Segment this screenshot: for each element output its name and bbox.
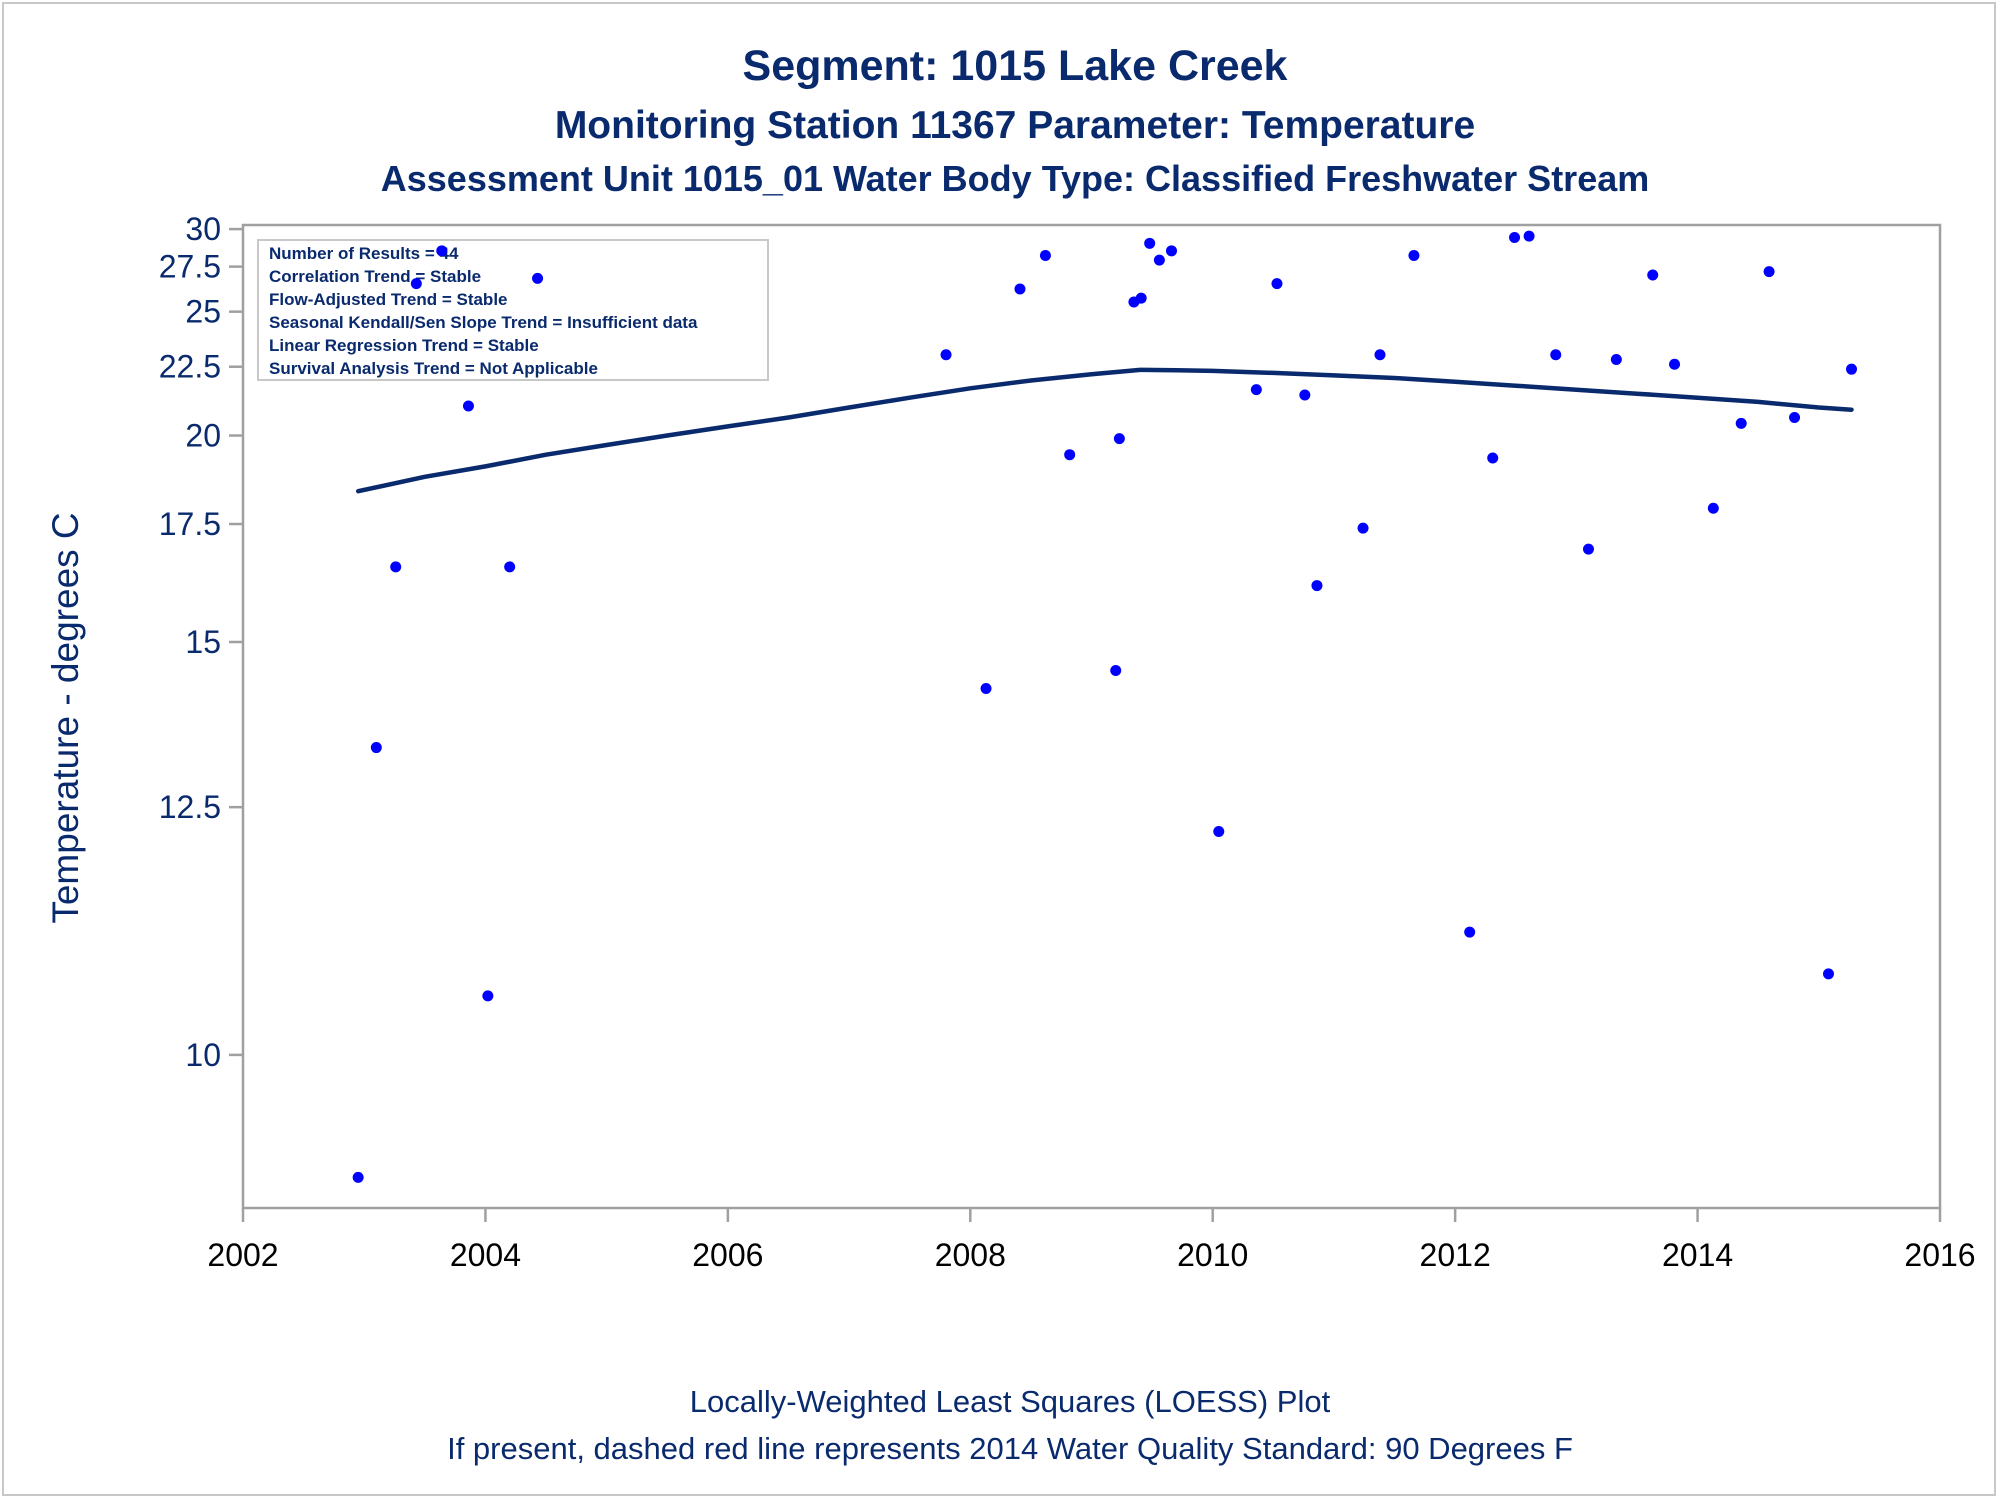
data-point: [1789, 412, 1801, 424]
chart-subtitle-assessment: Assessment Unit 1015_01 Water Body Type:…: [381, 158, 1650, 199]
data-point: [1846, 363, 1858, 375]
data-point: [980, 683, 992, 695]
loess-line: [355, 367, 1854, 494]
y-tick-label: 17.5: [159, 506, 221, 542]
data-point: [1707, 502, 1719, 514]
data-point: [532, 272, 544, 284]
x-axis: 2002 2004 2006 2008 2010 2012 2014 2016: [207, 1208, 1976, 1273]
data-point: [370, 742, 382, 754]
data-point: [1669, 358, 1681, 370]
y-axis-label: Temperature - degrees C: [45, 512, 86, 923]
trend-summary-line: Survival Analysis Trend = Not Applicable: [269, 359, 598, 378]
plot-area: [241, 223, 1942, 1210]
x-tick-label: 2004: [450, 1237, 521, 1273]
data-point: [1014, 283, 1026, 295]
data-point: [1763, 266, 1775, 278]
y-axis: 10 12.5 15 17.5 20 22.5 25 27.530: [159, 211, 243, 1073]
trend-summary-line: Seasonal Kendall/Sen Slope Trend = Insuf…: [269, 313, 698, 332]
x-tick-label: 2016: [1904, 1237, 1975, 1273]
data-point: [1311, 580, 1323, 592]
data-point: [1064, 449, 1076, 461]
trend-summary-line: Linear Regression Trend = Stable: [269, 336, 539, 355]
data-point: [1166, 245, 1178, 257]
x-tick-label: 2006: [692, 1237, 763, 1273]
chart-subtitle-station: Monitoring Station 11367 Parameter: Temp…: [555, 104, 1475, 147]
trend-summary-line: Number of Results = 44: [269, 244, 459, 263]
data-point: [1523, 230, 1535, 242]
trend-summary-line: Correlation Trend = Stable: [269, 267, 481, 286]
x-tick-label: 2010: [1177, 1237, 1248, 1273]
data-point: [1110, 664, 1122, 676]
x-tick-label: 2002: [207, 1237, 278, 1273]
data-point: [1464, 926, 1476, 938]
data-point: [940, 349, 952, 361]
x-tick-label: 2014: [1662, 1237, 1733, 1273]
data-point: [1610, 353, 1622, 365]
footnote-standard: If present, dashed red line represents 2…: [447, 1431, 1573, 1466]
trend-summary-border: [257, 239, 769, 381]
data-point: [1039, 249, 1051, 261]
x-tick-label: 2012: [1420, 1237, 1491, 1273]
data-point: [1357, 522, 1369, 534]
data-point: [1135, 292, 1147, 304]
x-tick-label: 2008: [935, 1237, 1006, 1273]
data-point: [1550, 349, 1562, 361]
data-point: [352, 1171, 364, 1183]
trend-summary-box: Number of Results = 44 Correlation Trend…: [257, 239, 769, 381]
data-point: [1487, 452, 1499, 464]
data-point: [1113, 433, 1125, 445]
y-tick-label: 30: [185, 211, 221, 247]
y-tick-label: 12.5: [159, 789, 221, 825]
data-points: [352, 230, 1858, 1183]
data-point: [410, 278, 422, 290]
data-point: [1374, 349, 1386, 361]
data-point: [1299, 389, 1311, 401]
y-tick-label: 22.5: [159, 349, 221, 385]
data-point: [1271, 278, 1283, 290]
data-point: [1647, 269, 1659, 281]
y-tick-label: 20: [185, 418, 221, 454]
data-point: [1408, 249, 1420, 261]
y-tick-label: 15: [185, 624, 221, 660]
data-point: [1509, 232, 1521, 244]
data-point: [1213, 826, 1225, 838]
data-point: [1822, 968, 1834, 980]
data-point: [1582, 543, 1594, 555]
y-tick-label: 25: [185, 294, 221, 330]
data-point: [436, 245, 448, 257]
y-tick-label: 10: [185, 1037, 221, 1073]
data-point: [390, 561, 402, 573]
chart-title: Segment: 1015 Lake Creek: [743, 42, 1288, 90]
data-point: [1735, 417, 1747, 429]
data-point: [1250, 384, 1262, 396]
trend-summary-line: Flow-Adjusted Trend = Stable: [269, 290, 508, 309]
data-point: [1144, 237, 1156, 249]
footnote-method: Locally-Weighted Least Squares (LOESS) P…: [690, 1384, 1331, 1419]
data-point: [462, 400, 474, 412]
data-point: [482, 990, 494, 1002]
y-tick-label: 27.5: [159, 249, 221, 285]
data-point: [1153, 254, 1165, 266]
data-point: [504, 561, 516, 573]
